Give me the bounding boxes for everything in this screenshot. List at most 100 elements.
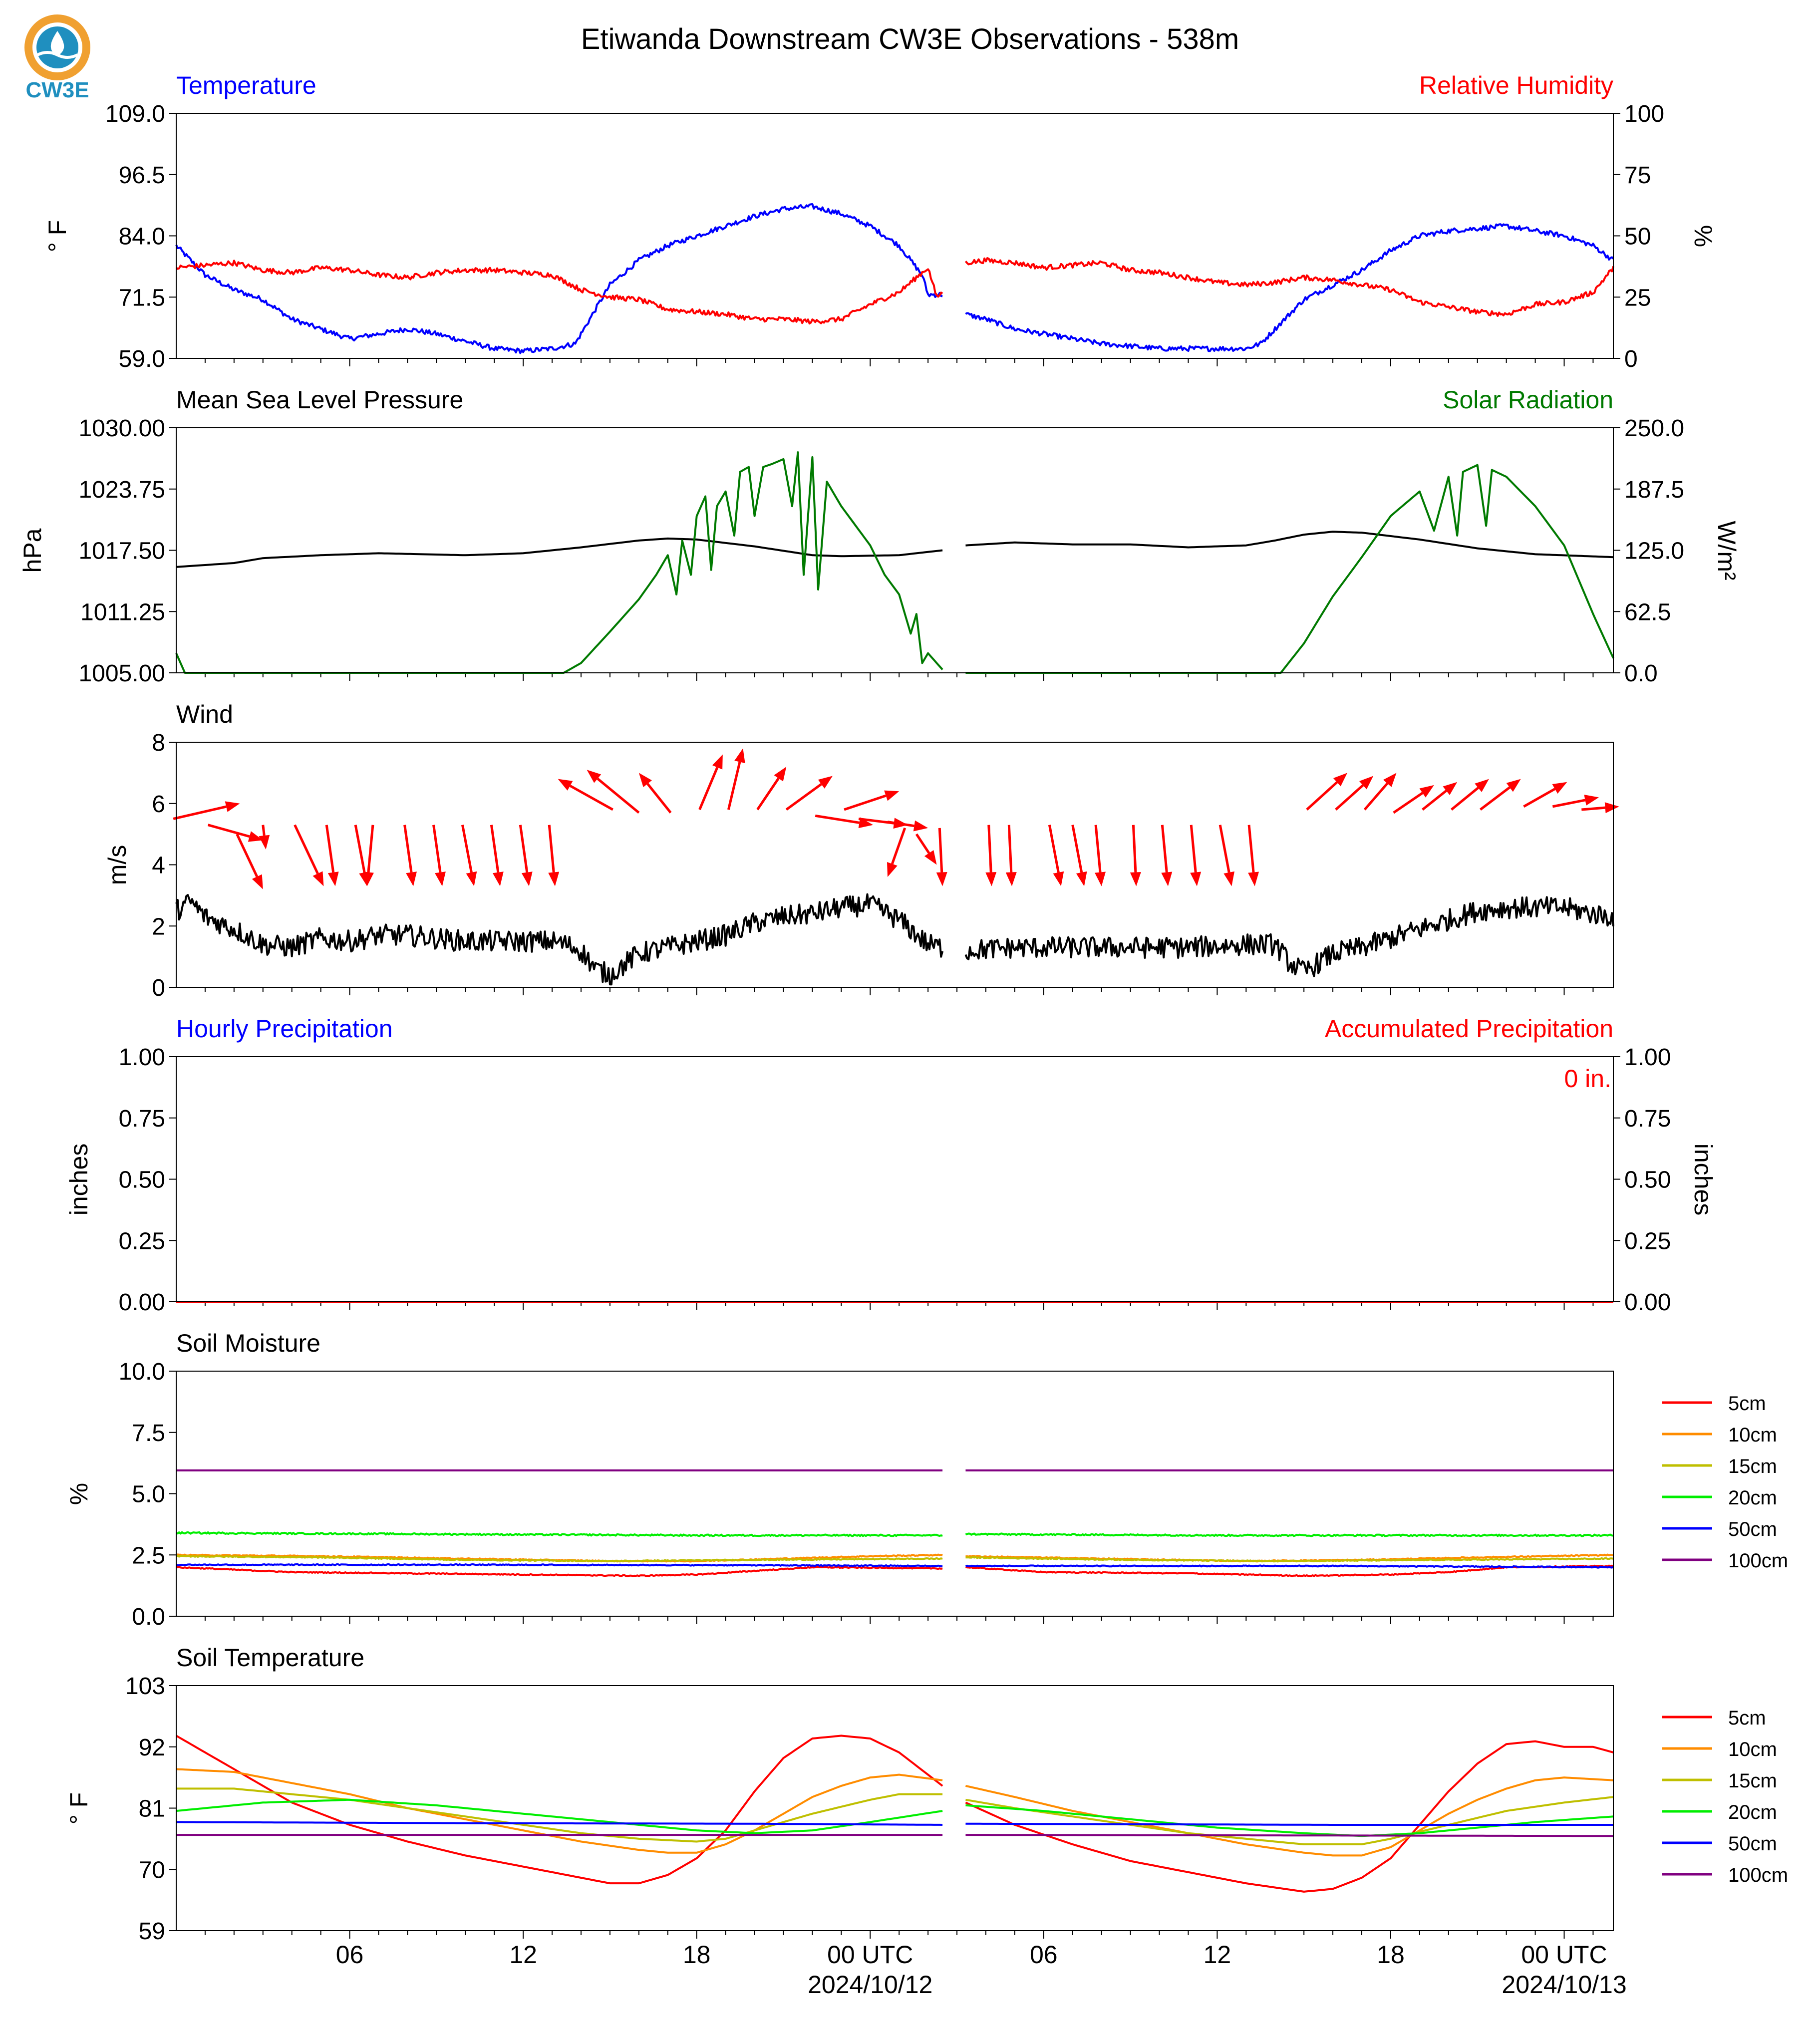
wind-arrow xyxy=(1048,825,1064,886)
panel3-wind-arrows xyxy=(173,748,1619,889)
panel5-ticks: 0.0 2.5 5.0 7.5 10.0 xyxy=(119,1359,1594,1630)
wind-arrow xyxy=(844,790,900,811)
panel3-series xyxy=(175,893,1614,986)
x-tick-label: 18 xyxy=(683,1941,711,1969)
panel1-frame xyxy=(176,113,1614,359)
panel4-title-left: Hourly Precipitation xyxy=(176,1015,393,1043)
y-tick-label: 1011.25 xyxy=(80,599,165,625)
series-left-0-segment-0 xyxy=(175,893,944,986)
x-tick-label: 00 UTC xyxy=(1521,1941,1607,1969)
panel2-ylabel: hPa xyxy=(18,528,46,573)
wind-arrow xyxy=(1451,779,1489,811)
y-tick-label-right: 0 xyxy=(1624,346,1638,372)
wind-arrow xyxy=(325,825,339,886)
wind-arrow xyxy=(756,767,787,811)
wind-arrow xyxy=(548,825,560,886)
series-50cm-segment-0 xyxy=(176,1563,943,1568)
y-tick-label: 92 xyxy=(139,1735,165,1761)
legend-label: 5cm xyxy=(1728,1707,1766,1729)
panel5-title-left: Soil Moisture xyxy=(176,1329,320,1357)
panel2-frame xyxy=(176,427,1614,673)
legend-label: 10cm xyxy=(1728,1424,1777,1446)
panel2-title-left: Mean Sea Level Pressure xyxy=(176,386,463,414)
wind-arrow xyxy=(173,801,240,820)
y-tick-label: 4 xyxy=(152,853,165,879)
panel5-series xyxy=(176,1469,1614,1577)
wind-arrow xyxy=(1523,782,1567,808)
wind-arrow xyxy=(519,825,533,886)
y-tick-label: 0.0 xyxy=(132,1604,165,1630)
wind-arrow xyxy=(208,824,263,842)
panel6-ylabel: ° F xyxy=(65,1792,93,1824)
wind-arrow xyxy=(1363,773,1397,811)
y-tick-label: 96.5 xyxy=(119,162,165,189)
wind-arrow xyxy=(403,825,417,886)
panel1-ylabel-right: % xyxy=(1689,225,1717,247)
panel-soil-moisture: Soil Moisture % 0.0 2.5 5.0 7.5 10.0 5cm 10cm… xyxy=(65,1329,1788,1630)
y-tick-label: 1005.00 xyxy=(78,660,165,687)
wind-arrow xyxy=(785,776,833,811)
y-tick-label-right: 125.0 xyxy=(1624,538,1684,565)
wind-arrow xyxy=(1306,773,1348,811)
x-tick-label: 18 xyxy=(1377,1941,1405,1969)
wind-arrow xyxy=(363,825,374,886)
wind-arrow xyxy=(985,825,997,886)
soil-moisture-legend: 5cm 10cm 15cm 20cm 50cm 100cm xyxy=(1662,1393,1788,1572)
series-100cm-segment-1 xyxy=(965,1834,1613,1837)
panel1-title-left: Temperature xyxy=(176,71,316,99)
legend-label: 100cm xyxy=(1728,1550,1788,1572)
soil-temperature-legend: 5cm 10cm 15cm 20cm 50cm 100cm xyxy=(1662,1707,1788,1886)
cw3e-logo-icon xyxy=(24,14,90,80)
wind-arrow xyxy=(1581,802,1619,814)
panel6-series xyxy=(175,1735,1614,1893)
series-10cm-segment-1 xyxy=(965,1776,1614,1857)
wind-arrow xyxy=(1393,785,1434,814)
legend-label: 5cm xyxy=(1728,1393,1766,1415)
series-20cm-segment-1 xyxy=(965,1532,1614,1537)
legend-label: 15cm xyxy=(1728,1455,1777,1477)
y-tick-label-right: 25 xyxy=(1624,285,1651,311)
y-tick-label: 59 xyxy=(139,1918,165,1945)
y-tick-label-right: 0.25 xyxy=(1624,1228,1671,1254)
y-tick-label-right: 187.5 xyxy=(1624,477,1684,503)
panel4-title-right: Accumulated Precipitation xyxy=(1325,1015,1613,1043)
x-tick-label: 06 xyxy=(336,1941,364,1969)
x-date-label: 2024/10/12 xyxy=(808,1971,932,1999)
panel5-frame xyxy=(176,1371,1614,1617)
x-tick-label: 12 xyxy=(509,1941,537,1969)
panel-precipitation: Hourly Precipitation Accumulated Precipi… xyxy=(65,1015,1717,1316)
y-tick-label: 8 xyxy=(152,730,165,756)
wind-arrow xyxy=(936,828,947,886)
x-date-label: 2024/10/13 xyxy=(1502,1971,1626,1999)
series-5cm-segment-1 xyxy=(965,1740,1614,1893)
panel1-ticks: 59.0 71.5 84.0 96.5 109.0 0 25 50 75 100 xyxy=(105,101,1664,372)
wind-arrow xyxy=(587,770,640,814)
series-10cm-segment-0 xyxy=(176,1768,943,1854)
y-tick-label: 7.5 xyxy=(132,1420,165,1447)
panel-wind: Wind m/s 0 2 4 6 8 xyxy=(103,700,1619,1001)
wind-arrow xyxy=(1335,776,1374,811)
wind-arrow xyxy=(1071,825,1087,886)
wind-arrow xyxy=(461,825,477,886)
y-tick-label: 2.5 xyxy=(132,1542,165,1569)
series-15cm-segment-0 xyxy=(176,1787,943,1843)
wind-arrow xyxy=(1130,825,1141,886)
y-tick-label: 109.0 xyxy=(105,101,165,127)
panel1-ylabel: ° F xyxy=(43,220,71,252)
x-tick-label: 06 xyxy=(1030,1941,1058,1969)
wind-arrow xyxy=(432,825,446,886)
series-15cm-segment-1 xyxy=(965,1556,1614,1563)
series-right-1-segment-1 xyxy=(964,257,1614,317)
y-tick-label-right: 0.00 xyxy=(1624,1289,1671,1316)
wind-arrow xyxy=(698,754,723,810)
y-tick-label-right: 0.75 xyxy=(1624,1106,1671,1132)
y-tick-label-right: 1.00 xyxy=(1624,1044,1671,1071)
series-left-0-segment-1 xyxy=(965,531,1614,559)
series-50cm-segment-1 xyxy=(965,1822,1613,1826)
y-tick-label: 70 xyxy=(139,1857,165,1883)
series-left-0-segment-1 xyxy=(965,223,1614,352)
wind-arrow xyxy=(915,833,937,865)
panel1-series xyxy=(175,203,1614,354)
panel6-frame xyxy=(176,1685,1614,1931)
panel3-title-left: Wind xyxy=(176,700,233,728)
